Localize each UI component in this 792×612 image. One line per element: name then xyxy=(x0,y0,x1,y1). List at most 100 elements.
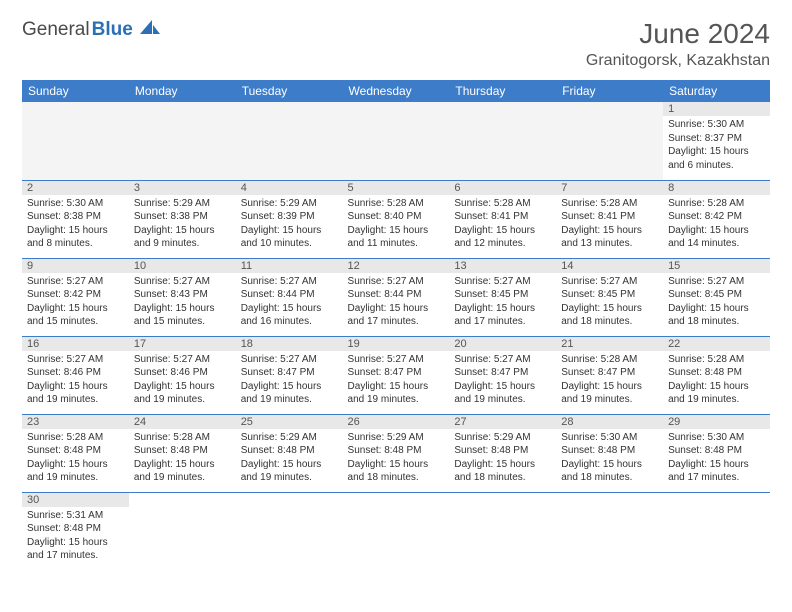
calendar-cell: 7Sunrise: 5:28 AMSunset: 8:41 PMDaylight… xyxy=(556,180,663,258)
title-block: June 2024 Granitogorsk, Kazakhstan xyxy=(586,18,770,70)
day-details: Sunrise: 5:27 AMSunset: 8:42 PMDaylight:… xyxy=(22,273,129,333)
day-number: 20 xyxy=(449,337,556,351)
day-details: Sunrise: 5:29 AMSunset: 8:38 PMDaylight:… xyxy=(129,195,236,255)
calendar-week-row: 30Sunrise: 5:31 AMSunset: 8:48 PMDayligh… xyxy=(22,492,770,570)
calendar-cell: 17Sunrise: 5:27 AMSunset: 8:46 PMDayligh… xyxy=(129,336,236,414)
calendar-cell xyxy=(129,102,236,180)
day-number: 1 xyxy=(663,102,770,116)
calendar-cell: 3Sunrise: 5:29 AMSunset: 8:38 PMDaylight… xyxy=(129,180,236,258)
calendar-cell: 25Sunrise: 5:29 AMSunset: 8:48 PMDayligh… xyxy=(236,414,343,492)
day-number: 19 xyxy=(343,337,450,351)
day-number: 4 xyxy=(236,181,343,195)
day-number: 5 xyxy=(343,181,450,195)
day-details: Sunrise: 5:28 AMSunset: 8:41 PMDaylight:… xyxy=(449,195,556,255)
calendar-cell: 16Sunrise: 5:27 AMSunset: 8:46 PMDayligh… xyxy=(22,336,129,414)
day-number: 6 xyxy=(449,181,556,195)
calendar-cell xyxy=(663,492,770,570)
calendar-cell xyxy=(343,102,450,180)
calendar-cell: 1Sunrise: 5:30 AMSunset: 8:37 PMDaylight… xyxy=(663,102,770,180)
weekday-header: Wednesday xyxy=(343,80,450,102)
location-label: Granitogorsk, Kazakhstan xyxy=(586,52,770,70)
weekday-header: Sunday xyxy=(22,80,129,102)
calendar-cell: 27Sunrise: 5:29 AMSunset: 8:48 PMDayligh… xyxy=(449,414,556,492)
day-details: Sunrise: 5:30 AMSunset: 8:37 PMDaylight:… xyxy=(663,116,770,176)
weekday-header: Tuesday xyxy=(236,80,343,102)
calendar-cell: 23Sunrise: 5:28 AMSunset: 8:48 PMDayligh… xyxy=(22,414,129,492)
day-number: 13 xyxy=(449,259,556,273)
day-number: 25 xyxy=(236,415,343,429)
day-number: 17 xyxy=(129,337,236,351)
calendar-cell: 29Sunrise: 5:30 AMSunset: 8:48 PMDayligh… xyxy=(663,414,770,492)
day-details: Sunrise: 5:27 AMSunset: 8:46 PMDaylight:… xyxy=(22,351,129,411)
day-number: 7 xyxy=(556,181,663,195)
day-details: Sunrise: 5:27 AMSunset: 8:44 PMDaylight:… xyxy=(343,273,450,333)
brand-part2: Blue xyxy=(92,19,133,41)
day-number: 14 xyxy=(556,259,663,273)
calendar-cell: 5Sunrise: 5:28 AMSunset: 8:40 PMDaylight… xyxy=(343,180,450,258)
day-details: Sunrise: 5:27 AMSunset: 8:43 PMDaylight:… xyxy=(129,273,236,333)
day-number: 3 xyxy=(129,181,236,195)
day-number: 12 xyxy=(343,259,450,273)
logo-sail-icon xyxy=(138,18,162,42)
brand-part1: General xyxy=(22,19,90,41)
day-details: Sunrise: 5:30 AMSunset: 8:48 PMDaylight:… xyxy=(663,429,770,489)
calendar-cell: 14Sunrise: 5:27 AMSunset: 8:45 PMDayligh… xyxy=(556,258,663,336)
day-details: Sunrise: 5:28 AMSunset: 8:42 PMDaylight:… xyxy=(663,195,770,255)
day-details: Sunrise: 5:27 AMSunset: 8:47 PMDaylight:… xyxy=(236,351,343,411)
calendar-cell xyxy=(556,492,663,570)
day-details: Sunrise: 5:27 AMSunset: 8:45 PMDaylight:… xyxy=(663,273,770,333)
calendar-cell: 9Sunrise: 5:27 AMSunset: 8:42 PMDaylight… xyxy=(22,258,129,336)
day-number: 9 xyxy=(22,259,129,273)
calendar-cell: 2Sunrise: 5:30 AMSunset: 8:38 PMDaylight… xyxy=(22,180,129,258)
calendar-cell: 30Sunrise: 5:31 AMSunset: 8:48 PMDayligh… xyxy=(22,492,129,570)
brand-logo: GeneralBlue xyxy=(22,18,162,42)
day-number: 28 xyxy=(556,415,663,429)
calendar-cell: 4Sunrise: 5:29 AMSunset: 8:39 PMDaylight… xyxy=(236,180,343,258)
calendar-cell: 8Sunrise: 5:28 AMSunset: 8:42 PMDaylight… xyxy=(663,180,770,258)
calendar-cell xyxy=(236,102,343,180)
calendar-cell: 11Sunrise: 5:27 AMSunset: 8:44 PMDayligh… xyxy=(236,258,343,336)
day-details: Sunrise: 5:29 AMSunset: 8:48 PMDaylight:… xyxy=(236,429,343,489)
day-number: 10 xyxy=(129,259,236,273)
month-title: June 2024 xyxy=(586,18,770,50)
calendar-cell: 26Sunrise: 5:29 AMSunset: 8:48 PMDayligh… xyxy=(343,414,450,492)
day-details: Sunrise: 5:31 AMSunset: 8:48 PMDaylight:… xyxy=(22,507,129,567)
day-number: 2 xyxy=(22,181,129,195)
day-number: 27 xyxy=(449,415,556,429)
day-number: 16 xyxy=(22,337,129,351)
calendar-cell xyxy=(449,492,556,570)
calendar-cell: 28Sunrise: 5:30 AMSunset: 8:48 PMDayligh… xyxy=(556,414,663,492)
day-number: 24 xyxy=(129,415,236,429)
day-details: Sunrise: 5:27 AMSunset: 8:45 PMDaylight:… xyxy=(556,273,663,333)
calendar-cell xyxy=(129,492,236,570)
calendar-cell: 24Sunrise: 5:28 AMSunset: 8:48 PMDayligh… xyxy=(129,414,236,492)
header: GeneralBlue June 2024 Granitogorsk, Kaza… xyxy=(22,18,770,70)
calendar-cell: 21Sunrise: 5:28 AMSunset: 8:47 PMDayligh… xyxy=(556,336,663,414)
day-details: Sunrise: 5:28 AMSunset: 8:41 PMDaylight:… xyxy=(556,195,663,255)
calendar-cell xyxy=(22,102,129,180)
day-number: 15 xyxy=(663,259,770,273)
calendar-cell: 18Sunrise: 5:27 AMSunset: 8:47 PMDayligh… xyxy=(236,336,343,414)
day-number: 22 xyxy=(663,337,770,351)
calendar-week-row: 16Sunrise: 5:27 AMSunset: 8:46 PMDayligh… xyxy=(22,336,770,414)
day-details: Sunrise: 5:28 AMSunset: 8:40 PMDaylight:… xyxy=(343,195,450,255)
calendar-cell xyxy=(236,492,343,570)
day-number: 21 xyxy=(556,337,663,351)
weekday-header: Monday xyxy=(129,80,236,102)
calendar-cell xyxy=(556,102,663,180)
day-details: Sunrise: 5:30 AMSunset: 8:38 PMDaylight:… xyxy=(22,195,129,255)
calendar-week-row: 1Sunrise: 5:30 AMSunset: 8:37 PMDaylight… xyxy=(22,102,770,180)
day-number: 30 xyxy=(22,493,129,507)
weekday-header: Friday xyxy=(556,80,663,102)
calendar-cell: 15Sunrise: 5:27 AMSunset: 8:45 PMDayligh… xyxy=(663,258,770,336)
weekday-header: Saturday xyxy=(663,80,770,102)
day-number: 23 xyxy=(22,415,129,429)
weekday-header: Thursday xyxy=(449,80,556,102)
calendar-week-row: 9Sunrise: 5:27 AMSunset: 8:42 PMDaylight… xyxy=(22,258,770,336)
calendar-week-row: 23Sunrise: 5:28 AMSunset: 8:48 PMDayligh… xyxy=(22,414,770,492)
calendar-week-row: 2Sunrise: 5:30 AMSunset: 8:38 PMDaylight… xyxy=(22,180,770,258)
day-details: Sunrise: 5:28 AMSunset: 8:47 PMDaylight:… xyxy=(556,351,663,411)
day-details: Sunrise: 5:27 AMSunset: 8:44 PMDaylight:… xyxy=(236,273,343,333)
calendar-cell: 22Sunrise: 5:28 AMSunset: 8:48 PMDayligh… xyxy=(663,336,770,414)
weekday-header-row: SundayMondayTuesdayWednesdayThursdayFrid… xyxy=(22,80,770,102)
